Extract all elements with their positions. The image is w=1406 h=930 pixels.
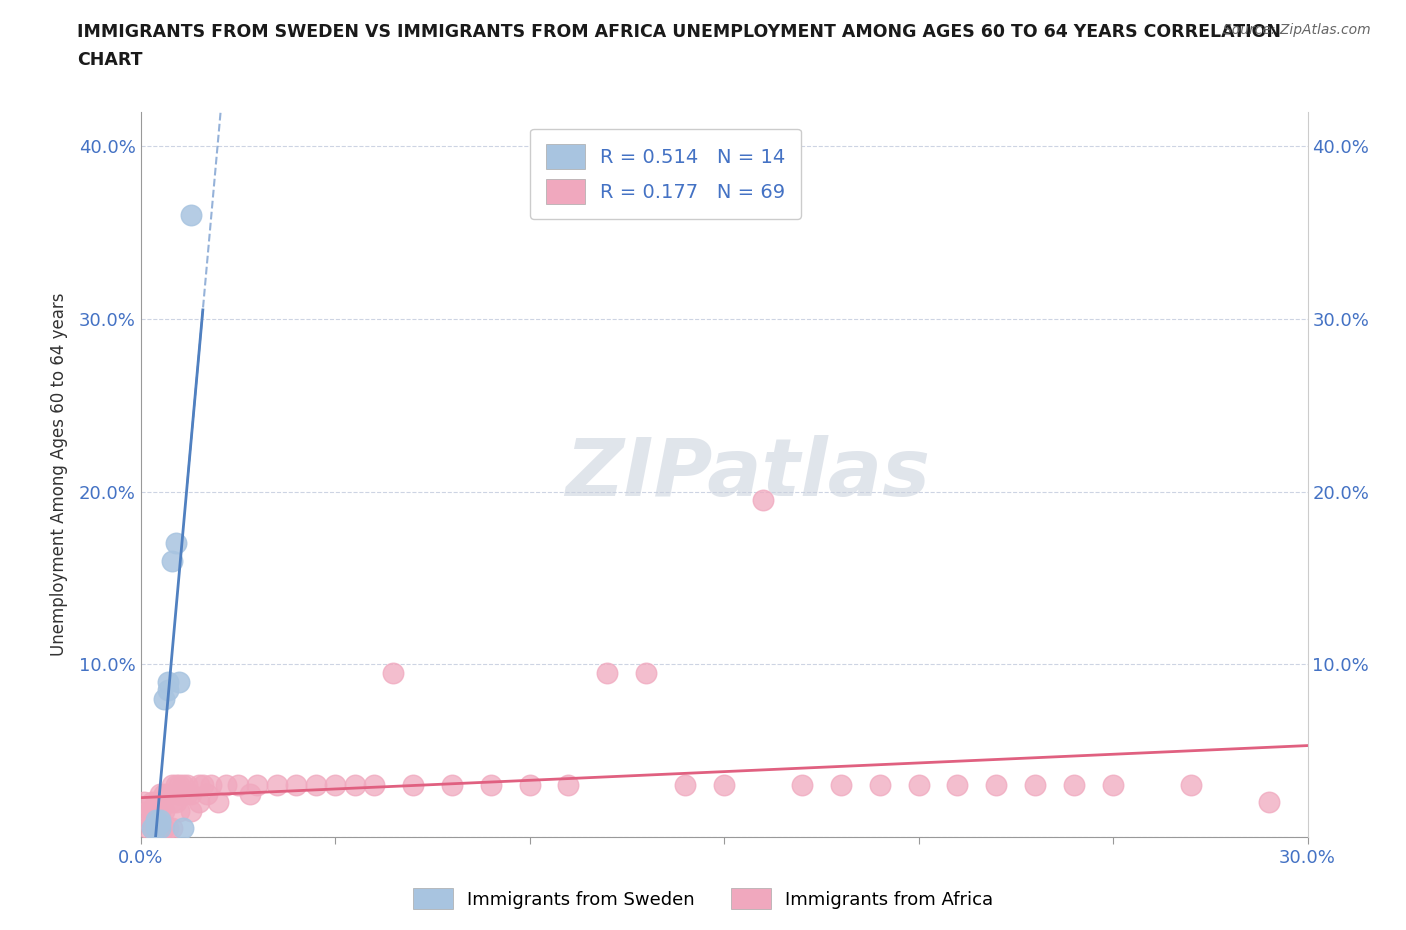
Point bbox=[145, 795, 167, 810]
Point bbox=[180, 804, 202, 818]
Point bbox=[557, 777, 579, 792]
Point bbox=[1063, 777, 1085, 792]
Point bbox=[153, 691, 176, 706]
Point bbox=[172, 821, 194, 836]
Point bbox=[986, 777, 1008, 792]
Point bbox=[156, 787, 179, 802]
Point bbox=[169, 787, 191, 802]
Point bbox=[636, 666, 658, 681]
Point bbox=[790, 777, 813, 792]
Point bbox=[149, 804, 172, 818]
Point bbox=[141, 821, 163, 836]
Point bbox=[188, 795, 211, 810]
Point bbox=[141, 812, 163, 827]
Point bbox=[141, 804, 163, 818]
Point bbox=[156, 683, 179, 698]
Point bbox=[160, 777, 183, 792]
Point bbox=[673, 777, 696, 792]
Point bbox=[145, 821, 167, 836]
Point bbox=[169, 777, 191, 792]
Text: CHART: CHART bbox=[77, 51, 143, 69]
Point bbox=[188, 777, 211, 792]
Point bbox=[153, 804, 176, 818]
Point bbox=[180, 787, 202, 802]
Y-axis label: Unemployment Among Ages 60 to 64 years: Unemployment Among Ages 60 to 64 years bbox=[49, 293, 67, 656]
Point bbox=[160, 821, 183, 836]
Point bbox=[323, 777, 346, 792]
Point bbox=[180, 207, 202, 222]
Point bbox=[134, 795, 156, 810]
Point bbox=[145, 812, 167, 827]
Text: ZIPatlas: ZIPatlas bbox=[565, 435, 929, 513]
Point bbox=[165, 536, 187, 551]
Point bbox=[1257, 795, 1279, 810]
Point bbox=[946, 777, 969, 792]
Legend: R = 0.514   N = 14, R = 0.177   N = 69: R = 0.514 N = 14, R = 0.177 N = 69 bbox=[530, 128, 801, 219]
Point bbox=[145, 812, 167, 827]
Point bbox=[138, 821, 160, 836]
Point bbox=[149, 816, 172, 830]
Point bbox=[207, 795, 229, 810]
Point bbox=[149, 821, 172, 836]
Point bbox=[160, 553, 183, 568]
Point bbox=[363, 777, 385, 792]
Text: IMMIGRANTS FROM SWEDEN VS IMMIGRANTS FROM AFRICA UNEMPLOYMENT AMONG AGES 60 TO 6: IMMIGRANTS FROM SWEDEN VS IMMIGRANTS FRO… bbox=[77, 23, 1281, 41]
Point bbox=[176, 787, 198, 802]
Point bbox=[238, 787, 260, 802]
Point bbox=[149, 787, 172, 802]
Point bbox=[156, 674, 179, 689]
Point bbox=[138, 804, 160, 818]
Point bbox=[160, 795, 183, 810]
Point bbox=[156, 821, 179, 836]
Point bbox=[246, 777, 269, 792]
Point bbox=[1180, 777, 1202, 792]
Point bbox=[285, 777, 308, 792]
Point bbox=[266, 777, 288, 792]
Point bbox=[141, 795, 163, 810]
Point bbox=[169, 674, 191, 689]
Point bbox=[479, 777, 502, 792]
Point bbox=[752, 493, 775, 508]
Point bbox=[138, 812, 160, 827]
Point bbox=[402, 777, 425, 792]
Point bbox=[382, 666, 405, 681]
Point bbox=[149, 821, 172, 836]
Point bbox=[519, 777, 541, 792]
Point bbox=[153, 821, 176, 836]
Point bbox=[907, 777, 929, 792]
Point bbox=[1102, 777, 1125, 792]
Point bbox=[305, 777, 328, 792]
Point bbox=[169, 804, 191, 818]
Point bbox=[191, 777, 214, 792]
Point bbox=[713, 777, 735, 792]
Point bbox=[830, 777, 852, 792]
Point bbox=[165, 795, 187, 810]
Point bbox=[1024, 777, 1046, 792]
Point bbox=[165, 777, 187, 792]
Text: Source: ZipAtlas.com: Source: ZipAtlas.com bbox=[1223, 23, 1371, 37]
Point bbox=[141, 821, 163, 836]
Legend: Immigrants from Sweden, Immigrants from Africa: Immigrants from Sweden, Immigrants from … bbox=[406, 881, 1000, 916]
Point bbox=[226, 777, 249, 792]
Point bbox=[440, 777, 463, 792]
Point bbox=[215, 777, 238, 792]
Point bbox=[176, 777, 198, 792]
Point bbox=[195, 787, 218, 802]
Point bbox=[343, 777, 366, 792]
Point bbox=[596, 666, 619, 681]
Point bbox=[153, 787, 176, 802]
Point bbox=[172, 777, 194, 792]
Point bbox=[869, 777, 891, 792]
Point bbox=[200, 777, 222, 792]
Point bbox=[149, 812, 172, 827]
